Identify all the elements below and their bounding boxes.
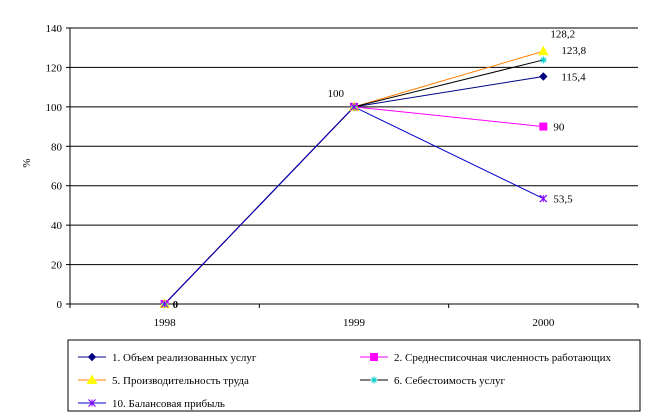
series-5-point <box>160 300 169 308</box>
x-tick-labels: 1998 1999 2000 <box>154 317 555 329</box>
series-4-point <box>539 56 547 64</box>
legend-label: 5. Производительность труда <box>112 375 249 387</box>
series-2-point <box>539 122 548 131</box>
series-1-point <box>539 72 548 81</box>
y-tick-label: 100 <box>46 102 63 114</box>
data-labels: 0 100 128,2 123,8 115,4 90 53,5 <box>173 28 587 311</box>
series-line-3 <box>164 50 544 305</box>
series-line-2 <box>164 106 544 305</box>
y-tick-label: 140 <box>46 23 63 35</box>
series-5-point <box>350 102 358 111</box>
series-markers <box>159 45 549 309</box>
data-label: 0 <box>173 299 179 311</box>
legend-box <box>67 339 641 412</box>
legend-label: 2. Среднесписочная численность работающи… <box>394 352 611 364</box>
legend-item-1: 1. Объем реализованных услуг <box>78 352 257 364</box>
legend-swatch-marker <box>88 399 96 407</box>
legend-swatch-marker <box>87 352 97 362</box>
legend-item-2: 2. Среднесписочная численность работающи… <box>360 352 611 364</box>
legend-swatch-marker <box>370 353 378 361</box>
data-label: 90 <box>553 122 565 134</box>
legend-label: 1. Объем реализованных услуг <box>112 352 257 364</box>
legend-item-3: 5. Производительность труда <box>78 374 249 387</box>
data-label: 53,5 <box>553 194 573 206</box>
x-tick-label: 2000 <box>532 317 555 329</box>
series-line-5 <box>164 106 544 305</box>
y-tick-label: 60 <box>51 181 63 193</box>
legend-item-5: 10. Балансовая прибыль <box>78 398 225 410</box>
data-label: 128,2 <box>550 28 575 40</box>
y-tick-labels: 0 20 40 60 80 100 120 140 <box>46 23 63 311</box>
y-tick-label: 0 <box>57 299 63 311</box>
y-tick-label: 20 <box>51 260 63 272</box>
x-tick-label: 1998 <box>154 317 177 329</box>
y-tick-label: 80 <box>51 141 63 153</box>
legend-item-4: 6. Себестоимость услуг <box>360 375 505 387</box>
axes <box>66 27 639 308</box>
series-3-point <box>537 45 549 56</box>
legend-swatch-marker <box>86 374 98 384</box>
legend-swatch-marker <box>370 376 378 384</box>
series-5-point <box>539 194 548 203</box>
series-line-4 <box>164 59 544 305</box>
grid-lines <box>70 27 638 266</box>
data-label: 123,8 <box>561 45 586 57</box>
legend: 1. Объем реализованных услуг 2. Среднеспи… <box>78 352 611 410</box>
legend-label: 10. Балансовая прибыль <box>112 398 225 410</box>
y-tick-label: 120 <box>46 62 63 74</box>
series-lines <box>164 50 544 305</box>
y-axis-label: % <box>21 158 33 167</box>
legend-label: 6. Себестоимость услуг <box>394 375 505 387</box>
data-label: 100 <box>328 88 345 100</box>
data-label: 115,4 <box>561 71 586 83</box>
x-tick-label: 1999 <box>343 317 366 329</box>
y-tick-label: 40 <box>51 220 63 232</box>
